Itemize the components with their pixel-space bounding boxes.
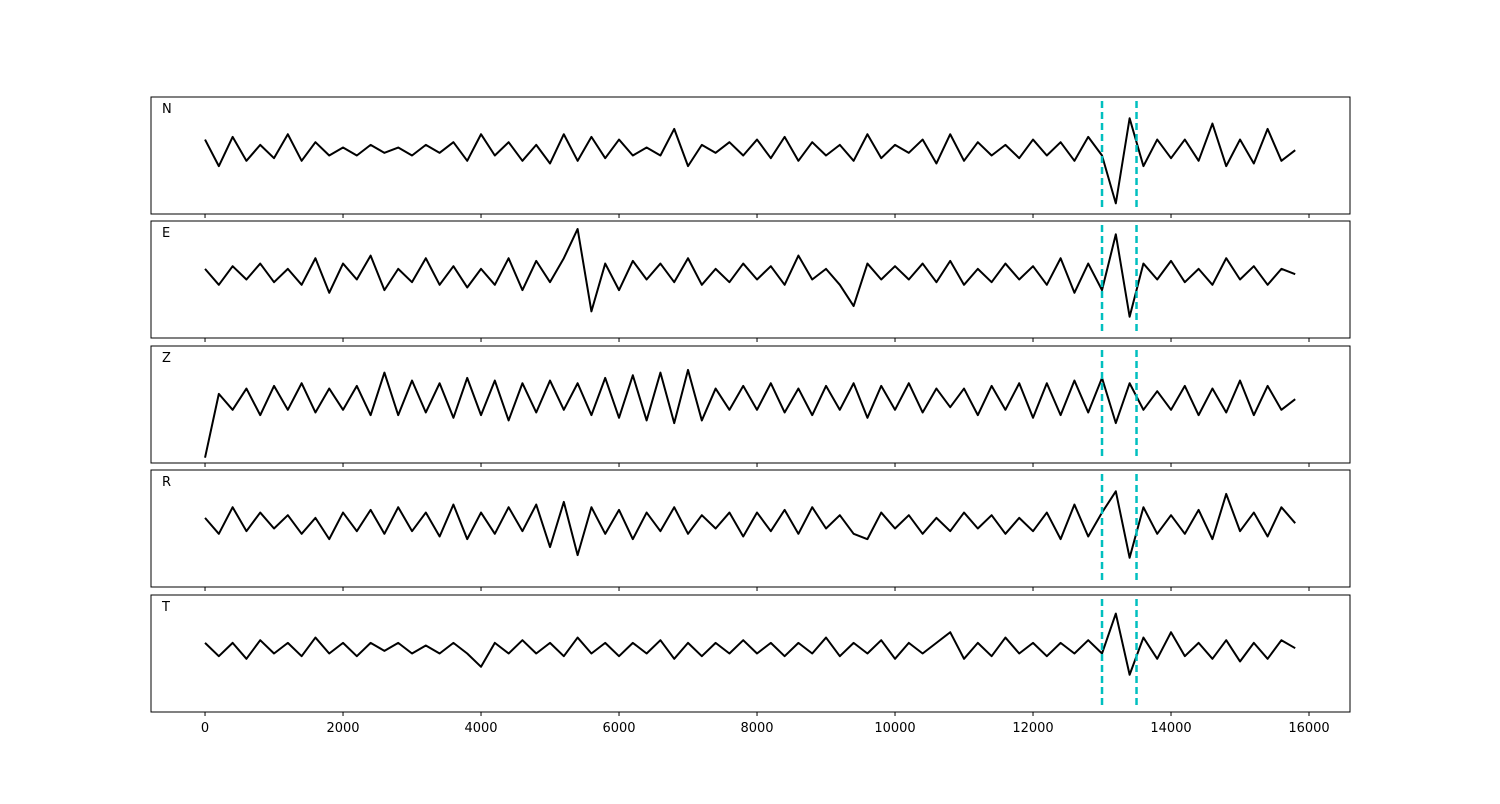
panel-label: N	[162, 102, 172, 117]
trace-line	[204, 117, 1296, 205]
x-tick-label: 6000	[602, 721, 635, 736]
panel-frame	[150, 345, 1351, 464]
x-tick-label: 0	[201, 721, 209, 736]
x-tick-label: 10000	[874, 721, 915, 736]
trace-line	[204, 490, 1296, 559]
trace-line	[204, 612, 1296, 676]
panel-frame	[150, 220, 1351, 339]
x-tick-label: 8000	[740, 721, 773, 736]
panel-frame	[150, 594, 1351, 713]
panel-label: T	[161, 600, 170, 615]
x-tick-label: 16000	[1288, 721, 1329, 736]
panel-frame	[150, 469, 1351, 588]
x-tick-label: 12000	[1012, 721, 1053, 736]
x-tick-label: 2000	[326, 721, 359, 736]
panel-label: E	[162, 226, 170, 241]
panel-label: Z	[162, 351, 171, 366]
trace-line	[204, 368, 1296, 458]
x-tick-label: 4000	[464, 721, 497, 736]
panel-label: R	[162, 475, 171, 490]
trace-line	[204, 227, 1296, 318]
panel-frame	[150, 96, 1351, 215]
x-tick-label: 14000	[1150, 721, 1191, 736]
